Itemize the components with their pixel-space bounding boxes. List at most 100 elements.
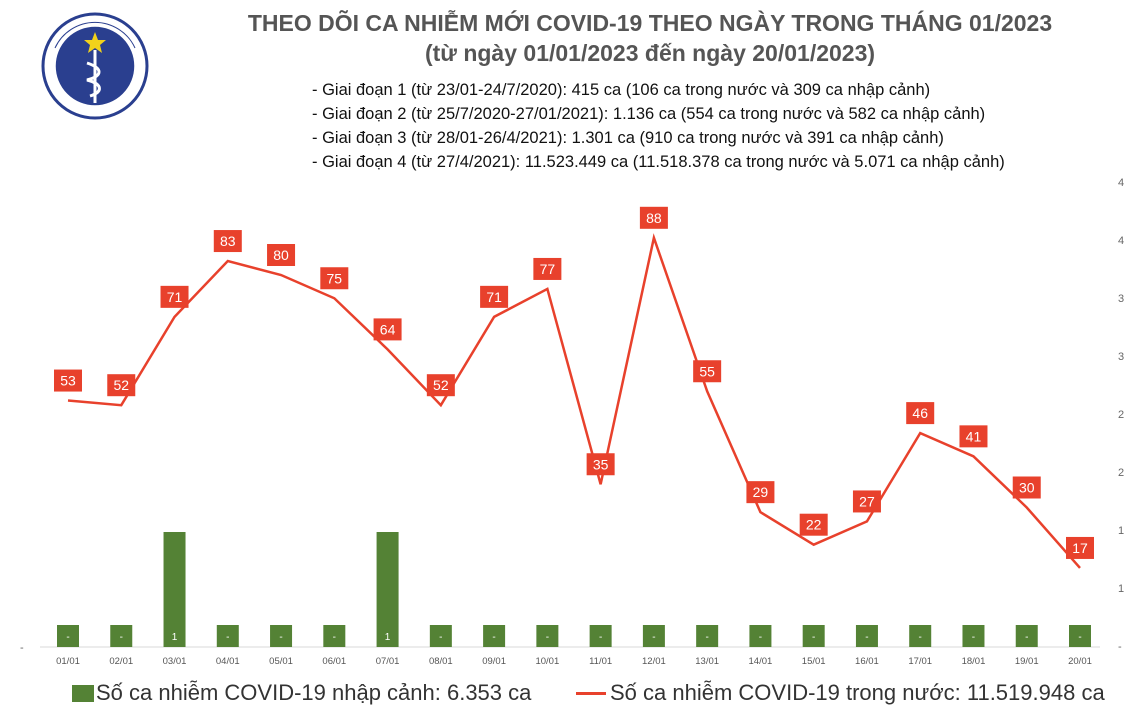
bar-data-label: -: [226, 632, 229, 643]
legend-bar-label: Số ca nhiễm COVID-19 nhập cảnh: 6.353 ca: [96, 680, 532, 705]
x-tick-label: 06/01: [322, 656, 346, 667]
import-bar: [1015, 625, 1038, 647]
line-data-label: 46: [912, 405, 928, 421]
import-bar: [749, 625, 772, 647]
ministry-of-health-logo: [40, 8, 150, 128]
line-data-label: 27: [859, 493, 875, 509]
import-bar: [57, 625, 79, 647]
line-data-label: 77: [540, 261, 556, 277]
right-axis-tick: 1: [1118, 525, 1124, 537]
import-bar: [1069, 625, 1091, 647]
import-bar: [483, 625, 506, 647]
line-label-box: [906, 402, 935, 425]
note-1: - Giai đoạn 1 (từ 23/01-24/7/2020): 415 …: [312, 81, 931, 99]
line-label-box: [267, 244, 296, 266]
import-bar: [802, 625, 825, 647]
bar-data-label: -: [333, 632, 336, 643]
line-label-box: [1012, 476, 1041, 499]
bar-data-label: -: [652, 632, 655, 643]
note-3: - Giai đoạn 3 (từ 28/01-26/4/2021): 1.30…: [312, 129, 944, 147]
import-bar: [536, 625, 559, 647]
import-bar: [855, 625, 878, 647]
legend-line-swatch: [576, 691, 606, 695]
chart-title: THEO DÕI CA NHIỄM MỚI COVID-19 THEO NGÀY…: [247, 10, 1053, 36]
x-tick-label: 08/01: [429, 656, 453, 667]
x-tick-label: 01/01: [56, 656, 80, 667]
x-tick-label: 17/01: [908, 656, 932, 667]
x-tick-label: 09/01: [482, 656, 506, 667]
bar-data-label: -: [865, 632, 868, 643]
bar-data-label: -: [759, 632, 762, 643]
bar-data-label: -: [492, 632, 495, 643]
x-tick-label: 20/01: [1068, 656, 1092, 667]
x-tick-label: 19/01: [1015, 656, 1039, 667]
line-label-box: [852, 490, 881, 513]
bar-data-label: -: [919, 632, 922, 643]
notes: - Giai đoạn 1 (từ 23/01-24/7/2020): 415 …: [312, 78, 1005, 174]
right-axis-tick: 4: [1118, 235, 1124, 247]
import-bar: [376, 532, 399, 647]
line-label-box: [799, 513, 828, 536]
right-axis-tick: 4: [1118, 177, 1124, 189]
line-data-label: 80: [273, 247, 289, 263]
line-label-box: [426, 374, 455, 397]
bar-data-label: -: [120, 632, 123, 643]
line-data-label: 22: [806, 517, 822, 533]
line-data-label: 71: [486, 289, 502, 305]
line-data-label: 52: [433, 377, 449, 393]
x-tick-label: 07/01: [376, 656, 400, 667]
right-axis-tick: 2: [1118, 467, 1124, 479]
line-label-box: [693, 360, 722, 383]
left-axis-tick: -: [20, 642, 24, 654]
x-tick-label: 03/01: [163, 656, 187, 667]
import-bar: [909, 625, 932, 647]
line-data-label: 30: [1019, 480, 1035, 496]
domestic-line: [67, 233, 1081, 569]
bar-data-label: 1: [172, 632, 178, 643]
line-label-box: [160, 285, 189, 308]
bar-data-label: -: [1078, 632, 1081, 643]
line-label-box: [480, 285, 509, 308]
right-axis-tick: 3: [1118, 293, 1124, 305]
legend-bar-swatch: [72, 684, 94, 702]
line-label-box: [320, 267, 349, 290]
import-bar: [696, 625, 719, 647]
bar-data-label: -: [599, 632, 602, 643]
import-bar: [110, 625, 133, 647]
import-bar: [429, 625, 452, 647]
bar-data-label: -: [705, 632, 708, 643]
line-data-label: 35: [593, 456, 609, 472]
line-label-box: [639, 206, 668, 229]
bar-data-label: -: [1025, 632, 1028, 643]
right-axis-tick: 3: [1118, 351, 1124, 363]
x-tick-label: 15/01: [802, 656, 826, 667]
import-bar: [270, 625, 293, 647]
bar-data-label: 1: [385, 632, 391, 643]
line-label-box: [746, 481, 775, 504]
line-label-box: [586, 453, 615, 476]
bar-data-label: -: [546, 632, 549, 643]
import-bar: [216, 625, 239, 647]
bar-data-label: -: [812, 632, 815, 643]
bar-data-label: -: [66, 632, 69, 643]
right-axis-tick: 1: [1118, 583, 1124, 595]
right-axis-tick: -: [1118, 641, 1122, 653]
import-bar: [163, 532, 186, 647]
line-label-box: [1066, 536, 1094, 559]
line-data-label: 29: [753, 484, 769, 500]
legend-bar: Số ca nhiễm COVID-19 nhập cảnh: 6.353 ca: [72, 680, 531, 706]
x-tick-label: 11/01: [589, 656, 612, 667]
line-data-label: 64: [380, 321, 396, 337]
right-axis-tick: 2: [1118, 409, 1124, 421]
import-bar: [589, 625, 612, 647]
x-tick-label: 05/01: [269, 656, 293, 667]
x-tick-label: 10/01: [535, 656, 559, 667]
line-data-label: 53: [60, 373, 76, 389]
line-data-label: 52: [113, 377, 129, 393]
x-tick-label: 18/01: [962, 656, 986, 667]
line-label-box: [959, 425, 988, 448]
line-data-label: 17: [1072, 540, 1088, 556]
line-data-label: 75: [327, 270, 343, 286]
line-label-box: [533, 257, 562, 280]
